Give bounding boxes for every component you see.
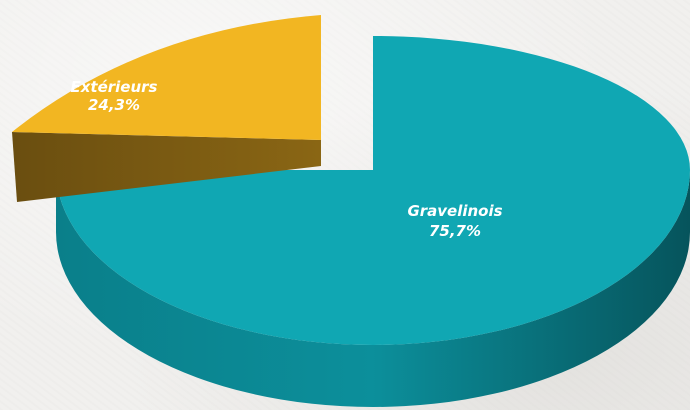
slice-exterieurs-side xyxy=(12,132,321,202)
label-exterieurs-name: Extérieurs xyxy=(71,78,158,96)
slice-exterieurs-top xyxy=(12,15,321,140)
label-exterieurs-value: 24,3% xyxy=(88,96,140,114)
label-gravelinois-value: 75,7% xyxy=(429,222,481,240)
slice-gravelinois-side xyxy=(56,170,690,407)
slice-gravelinois-top xyxy=(56,36,690,345)
slice-exterieurs: Extérieurs 24,3% xyxy=(12,15,321,202)
slice-gravelinois: Gravelinois 75,7% xyxy=(56,36,690,407)
label-gravelinois-name: Gravelinois xyxy=(407,202,502,220)
